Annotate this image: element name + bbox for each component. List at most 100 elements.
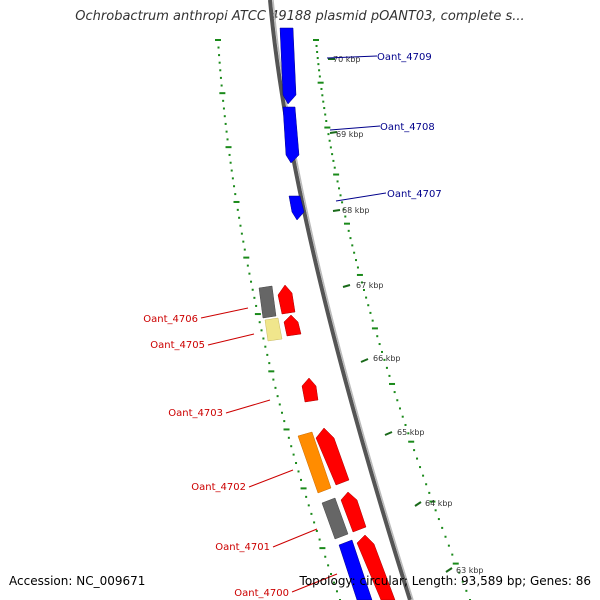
gc-dot xyxy=(321,94,324,97)
gc-dot xyxy=(317,63,320,66)
gc-dot xyxy=(451,553,454,556)
gene-oant-4708-glyph[interactable] xyxy=(282,106,300,164)
gc-dot xyxy=(349,237,352,240)
gc-track-outer xyxy=(313,39,471,600)
gc-dot xyxy=(342,208,345,211)
gene-oant-4703-glyph[interactable] xyxy=(301,377,319,403)
gc-dot xyxy=(215,39,221,41)
gc-dot xyxy=(272,378,275,381)
gc-dot xyxy=(365,296,368,299)
gc-dot xyxy=(276,395,279,398)
gc-dot xyxy=(328,139,331,142)
gc-dot xyxy=(322,100,325,103)
gc-dot xyxy=(318,75,321,78)
gc-dot xyxy=(217,46,220,49)
gene-oant-4700-glyph[interactable] xyxy=(356,534,396,600)
gc-dot xyxy=(353,251,356,254)
gene-oant-4706-glyph[interactable] xyxy=(277,284,296,315)
gene-oant-4705-glyph[interactable] xyxy=(283,314,302,337)
gc-dot xyxy=(398,407,401,410)
summary-text: Topology: circular; Length: 93,589 bp; G… xyxy=(299,574,591,588)
gc-dot xyxy=(363,289,365,291)
gc-dot xyxy=(320,87,323,90)
tick-label-70: 70 kbp xyxy=(333,55,361,64)
gc-dot xyxy=(278,403,281,406)
gc-dot xyxy=(416,457,419,460)
gc-dot xyxy=(465,589,468,592)
gc-dot xyxy=(274,386,277,389)
gene-label-oant-4709: Oant_4709 xyxy=(377,52,432,63)
tick-label-65: 65 kbp xyxy=(397,428,425,437)
tick-label-63: 63 kbp xyxy=(456,566,484,575)
gc-dot xyxy=(295,462,298,465)
gc-dot xyxy=(315,529,318,532)
gc-dot xyxy=(318,538,321,541)
gc-dot xyxy=(251,288,254,291)
gc-dot xyxy=(310,512,313,515)
gene-label-oant-4703: Oant_4703 xyxy=(168,408,223,419)
gene-label-oant-4708: Oant_4708 xyxy=(380,122,435,133)
leader-lines-forward xyxy=(326,55,387,202)
gc-dot xyxy=(325,120,328,123)
gc-dot xyxy=(335,590,338,593)
gc-dot xyxy=(318,69,321,72)
gc-dot xyxy=(338,187,341,190)
gc-dot xyxy=(248,272,251,275)
gc-dot xyxy=(324,555,327,558)
gc-dot xyxy=(268,362,271,365)
gc-dot xyxy=(218,61,221,64)
gc-dot xyxy=(316,57,319,60)
gc-dot xyxy=(313,39,319,41)
gc-dot xyxy=(428,491,431,494)
gc-dot xyxy=(231,177,234,180)
gc-dot xyxy=(323,107,326,110)
gc-dot xyxy=(425,483,428,486)
gene-labels-forward: Oant_4709 Oant_4708 Oant_4707 xyxy=(377,52,442,200)
gc-dot xyxy=(419,466,422,469)
gc-dot xyxy=(315,44,318,47)
gc-dot xyxy=(305,495,308,498)
gc-dot xyxy=(444,535,447,538)
gc-dot xyxy=(234,193,237,196)
gc-dot xyxy=(378,343,381,346)
gc-dot xyxy=(297,470,300,473)
feature-gray-4701 xyxy=(321,497,349,540)
gc-dot xyxy=(300,478,303,481)
gc-dot xyxy=(226,138,229,141)
gc-dot xyxy=(327,133,330,136)
gc-dot xyxy=(461,580,464,583)
gc-dot xyxy=(333,173,340,176)
gc-dot xyxy=(434,509,437,512)
gc-dot xyxy=(307,504,310,507)
tick-label-69: 69 kbp xyxy=(336,130,364,139)
gc-dot xyxy=(344,215,347,218)
gene-oant-4707-glyph[interactable] xyxy=(288,195,305,221)
gc-dot xyxy=(356,266,359,269)
gene-label-oant-4701: Oant_4701 xyxy=(215,542,270,553)
gene-oant-4702-glyph[interactable] xyxy=(315,427,350,486)
gc-dot xyxy=(239,224,242,227)
gc-dot xyxy=(233,200,240,203)
gc-dot xyxy=(219,76,222,79)
gc-dot xyxy=(388,374,391,377)
gene-label-oant-4705: Oant_4705 xyxy=(150,340,205,351)
gc-dot xyxy=(222,99,225,102)
gc-dot xyxy=(220,84,223,87)
gc-dot xyxy=(371,319,374,322)
tick-label-68: 68 kbp xyxy=(342,206,370,215)
gc-dot xyxy=(369,311,372,314)
accession-text: Accession: NC_009671 xyxy=(9,574,146,588)
feature-orange-4702 xyxy=(297,431,332,494)
gc-dot xyxy=(327,564,330,567)
gene-oant-4709-glyph[interactable] xyxy=(279,27,297,105)
gc-dot xyxy=(218,54,221,57)
gc-dot xyxy=(254,313,261,316)
gene-oant-4701-glyph[interactable] xyxy=(340,491,367,533)
gc-dot xyxy=(222,107,225,110)
backbone-arc-highlight xyxy=(272,0,414,600)
backbone-arc xyxy=(268,0,412,600)
gc-dot xyxy=(300,487,307,490)
gc-dot xyxy=(355,259,358,262)
gc-dot xyxy=(329,146,332,149)
gc-dot xyxy=(341,201,344,204)
